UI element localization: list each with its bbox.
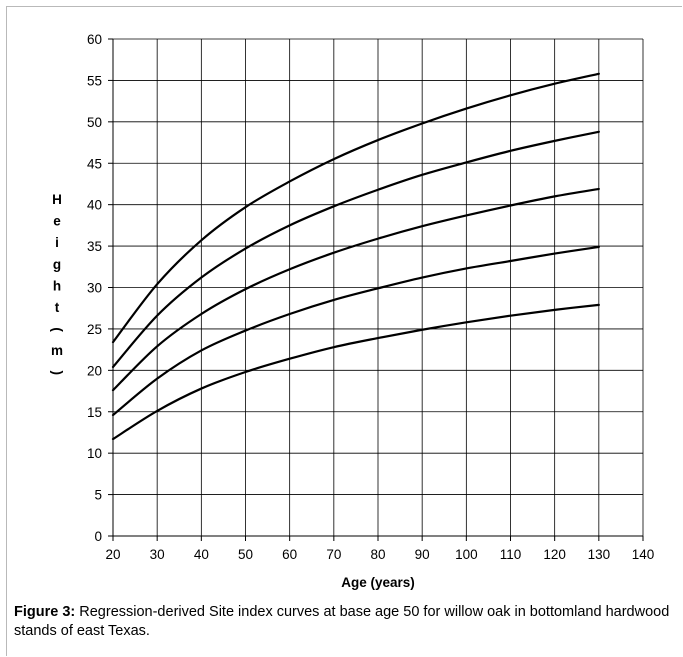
y-axis-label-glyph: )	[50, 371, 65, 376]
x-tick-label: 130	[588, 547, 611, 562]
x-tick-label: 70	[326, 547, 341, 562]
figure-frame	[6, 6, 682, 656]
y-tick-label: 50	[87, 115, 102, 130]
x-tick-label: 110	[500, 547, 522, 562]
x-tick-label: 40	[194, 547, 209, 562]
y-tick-label: 40	[87, 198, 102, 213]
x-tick-label: 20	[105, 547, 120, 562]
y-axis-label-glyph: e	[53, 214, 61, 229]
x-axis-label: Age (years)	[341, 575, 415, 590]
x-tick-label: 140	[632, 547, 655, 562]
y-tick-label: 25	[87, 322, 102, 337]
x-tick-label: 100	[455, 547, 478, 562]
site-index-curve-1	[111, 303, 600, 441]
y-tick-label: 60	[87, 32, 102, 47]
y-tick-label: 10	[87, 446, 102, 461]
y-axis-label-glyph: m	[51, 343, 63, 358]
y-axis-label-glyph: t	[55, 300, 60, 315]
site-index-curve-5	[111, 72, 600, 344]
y-tick-label: 35	[87, 239, 102, 254]
chart-axes	[108, 38, 644, 541]
caption-text: Regression-derived Site index curves at …	[14, 604, 670, 639]
y-tick-label: 45	[87, 156, 102, 171]
y-axis-label-glyph: i	[55, 235, 59, 250]
y-tick-label: 0	[94, 529, 102, 544]
y-axis-label-glyph: (	[50, 327, 65, 332]
x-tick-label: 80	[370, 547, 385, 562]
chart-grid	[113, 38, 644, 536]
y-axis-label-glyph: g	[53, 257, 61, 272]
y-tick-label: 30	[87, 281, 102, 296]
x-tick-label: 30	[150, 547, 165, 562]
y-axis-label-glyph: h	[53, 278, 61, 293]
y-tick-label: 15	[87, 405, 102, 420]
x-tick-label: 120	[543, 547, 566, 562]
x-tick-labels: 20 30 40 50 60 70 80 90 100 110 120 130 140	[105, 547, 654, 562]
y-axis-label-glyph: H	[52, 192, 62, 207]
y-tick-label: 20	[87, 363, 102, 378]
y-tick-labels: 0 5 10 15 20 25 30 35 40 45 50 55 60	[87, 32, 102, 544]
x-tick-label: 90	[415, 547, 430, 562]
site-index-curves	[111, 72, 600, 441]
figure-caption: Figure 3: Regression-derived Site index …	[14, 603, 676, 641]
site-index-chart: 20 30 40 50 60 70 80 90 100 110 120 130 140 0 5 10 15 20…	[50, 32, 654, 590]
site-index-curve-2	[111, 245, 600, 417]
y-tick-label: 55	[87, 73, 102, 88]
figure-label: Figure 3:	[14, 604, 76, 620]
y-tick-label: 5	[94, 488, 102, 503]
x-tick-label: 50	[238, 547, 253, 562]
x-tick-label: 60	[282, 547, 297, 562]
site-index-curve-3	[111, 187, 600, 392]
site-index-curve-4	[111, 130, 600, 369]
